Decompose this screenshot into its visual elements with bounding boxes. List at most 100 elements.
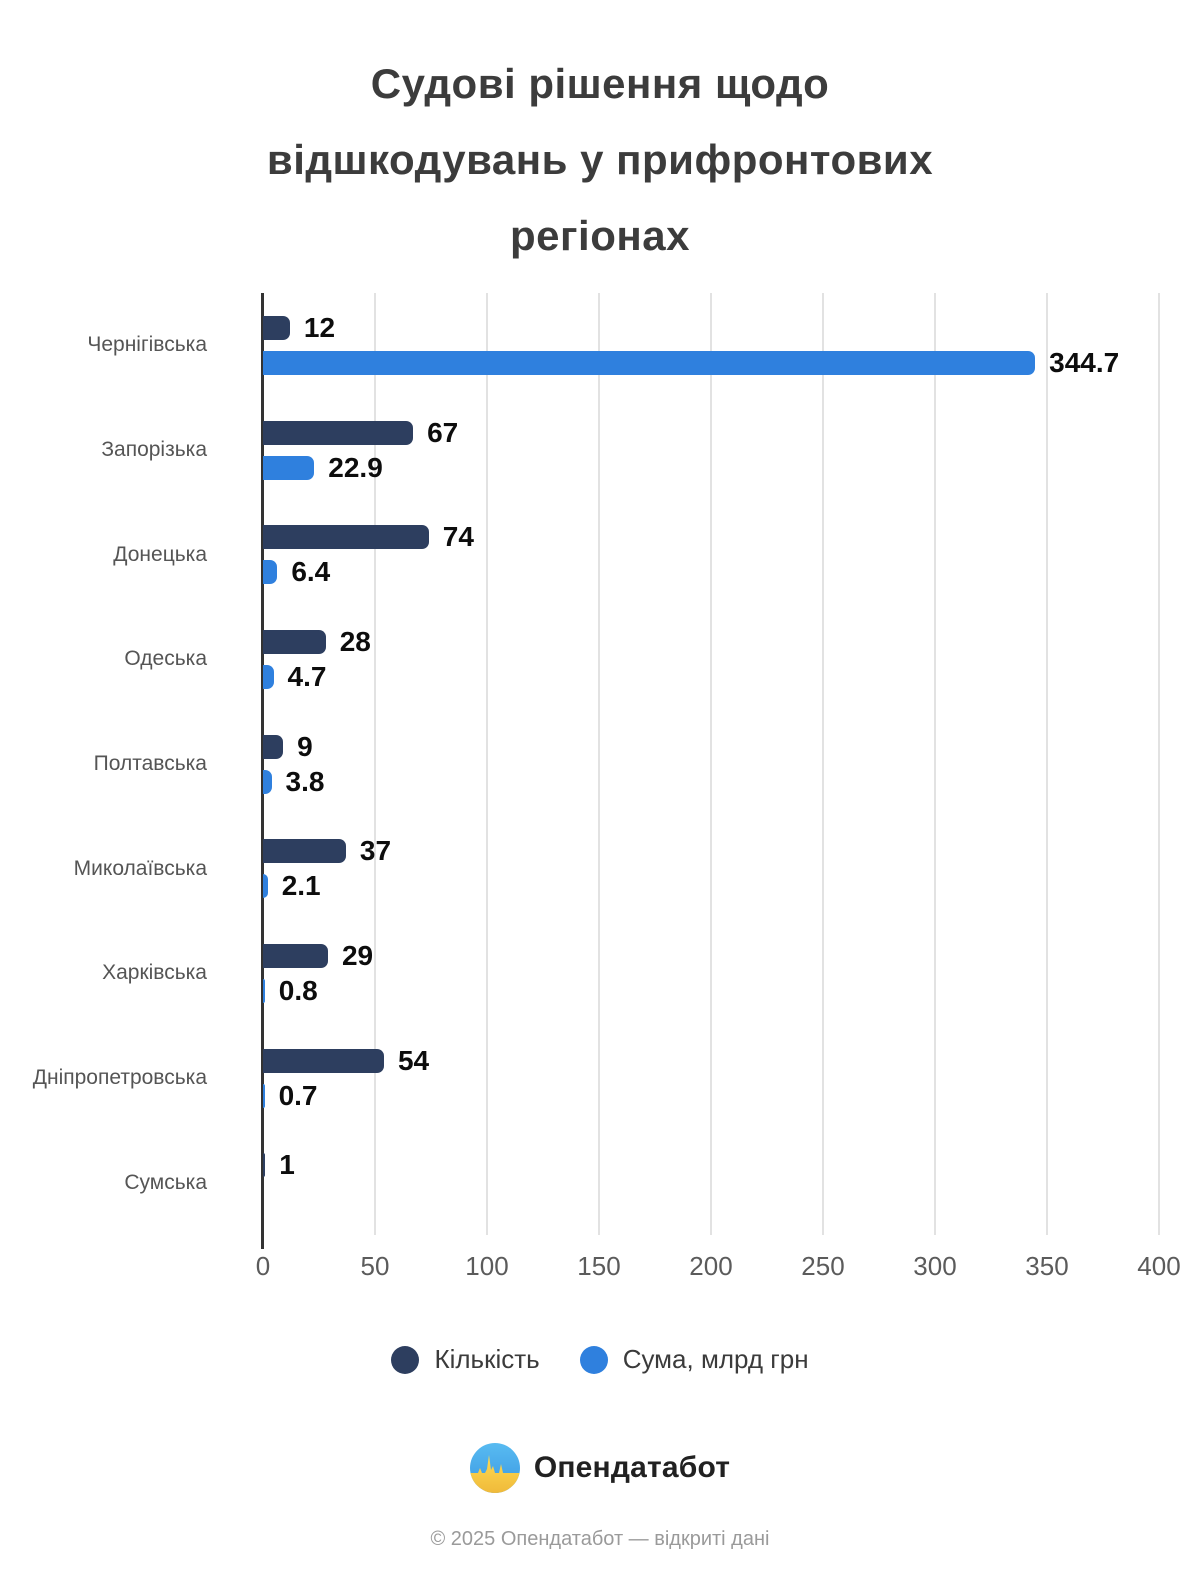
copyright-text: © 2025 Опендатабот — відкриті дані [430,1528,770,1550]
count-bar [263,525,429,550]
legend-dot [579,1345,608,1374]
chart-row: Одеська 28 4.7 [0,607,1200,712]
chart-row: Запорізька 67 22.9 [0,398,1200,503]
legend-label: Сума, млрд грн [622,1344,809,1374]
bar-group: 29 0.8 [263,921,1200,1026]
sum-bar [263,455,315,480]
legend-label: Кількість [434,1344,540,1374]
chart-row: Чернігівська 12 344.7 [0,293,1200,398]
sum-value: 0.8 [278,974,318,1006]
sum-bar-line: 3.8 [263,766,1200,797]
count-value: 67 [427,416,459,448]
gridline [374,293,376,1235]
bar-group: 67 22.9 [263,398,1200,503]
bar-group: 12 344.7 [263,293,1200,398]
count-bar-line: 9 [263,731,1200,762]
bar-group: 1 [263,1130,1200,1235]
sum-value: 3.8 [285,765,325,797]
count-value: 29 [341,939,374,971]
legend-dot [391,1345,420,1374]
bar-group: 28 4.7 [263,607,1200,712]
chart-rows: Чернігівська 12 344.7 Запорізька 67 22.9 Донец… [0,293,1200,1235]
chart-title: Судові рішення щодо відшкодувань у прифр… [0,46,1200,274]
bar-chart: Чернігівська 12 344.7 Запорізька 67 22.9 Донец… [0,293,1200,1281]
sum-bar [263,874,268,899]
sum-bar [263,769,272,794]
chart-row: Дніпропетровська 54 0.7 [0,1026,1200,1131]
count-bar [263,943,328,968]
chart-row: Сумська 1 [0,1130,1200,1235]
count-bar [263,839,346,864]
gridline [710,293,712,1235]
count-bar-line: 28 [263,626,1200,657]
sum-bar-line: 344.7 [263,347,1200,378]
gridline [486,293,488,1235]
category-label: Запорізька [101,438,207,461]
sum-bar-line [263,1188,1200,1212]
sum-value: 2.1 [281,870,321,902]
gridline [822,293,824,1235]
bar-group: 54 0.7 [263,1026,1200,1131]
count-value: 9 [297,730,313,762]
category-label: Сумська [124,1170,207,1194]
chart-title-line: регіонах [510,212,690,259]
count-bar [263,420,414,445]
category-label: Чернігівська [87,333,207,357]
x-tick-label: 200 [689,1251,733,1281]
y-axis-line [261,293,264,1249]
sum-bar-line: 6.4 [263,556,1200,587]
count-value: 37 [359,835,392,867]
sum-bar-line: 0.7 [263,1080,1200,1111]
sum-bar [263,1083,265,1108]
opendatabot-logo-icon [469,1443,520,1493]
category-label: Полтавська [93,752,207,776]
count-bar-line: 12 [263,312,1200,343]
sum-bar-line: 0.8 [263,975,1200,1006]
count-bar [263,1153,266,1178]
count-value: 12 [303,311,336,343]
brand-row: Опендатабот [0,1443,1200,1493]
count-bar-line: 74 [263,521,1200,552]
sum-value: 344.7 [1049,346,1120,378]
sum-value: 22.9 [328,451,383,483]
gridline [934,293,936,1235]
count-bar-line: 67 [263,417,1200,448]
count-bar-line: 1 [263,1149,1200,1180]
x-tick-label: 250 [801,1251,845,1281]
count-bar-line: 29 [263,940,1200,971]
count-bar-line: 54 [263,1045,1200,1076]
sum-value: 0.7 [278,1079,318,1111]
x-tick-label: 50 [360,1251,390,1281]
bar-group: 74 6.4 [263,502,1200,607]
chart-row: Полтавська 9 3.8 [0,712,1200,817]
count-bar [263,734,284,759]
x-tick-label: 400 [1137,1251,1181,1281]
sum-bar-line: 22.9 [263,452,1200,483]
chart-row: Харківська 29 0.8 [0,921,1200,1026]
brand-name: Опендатабот [533,1451,731,1484]
category-label: Донецька [113,542,207,566]
legend: Кількість Сума, млрд грн [0,1344,1200,1375]
legend-item-count: Кількість [391,1344,540,1375]
sum-bar [263,664,274,689]
chart-title-line: відшкодувань у прифронтових [266,136,934,183]
chart-row: Донецька 74 6.4 [0,502,1200,607]
count-bar [263,315,290,340]
count-value: 28 [339,625,371,657]
category-label: Миколаївська [73,856,207,880]
bar-group: 9 3.8 [263,712,1200,817]
x-tick-label: 0 [255,1251,271,1281]
legend-item-sum: Сума, млрд грн [579,1344,809,1375]
sum-bar-line: 4.7 [263,661,1200,692]
x-tick-label: 100 [465,1251,509,1281]
gridline [1158,293,1160,1235]
gridline [598,293,600,1235]
sum-value: 6.4 [291,556,331,588]
x-tick-label: 300 [913,1251,957,1281]
chart-row: Миколаївська 37 2.1 [0,816,1200,921]
count-bar-line: 37 [263,835,1200,866]
chart-title-line: Судові рішення щодо [370,60,830,107]
sum-bar [263,560,278,585]
bar-group: 37 2.1 [263,816,1200,921]
count-value: 1 [279,1149,295,1181]
